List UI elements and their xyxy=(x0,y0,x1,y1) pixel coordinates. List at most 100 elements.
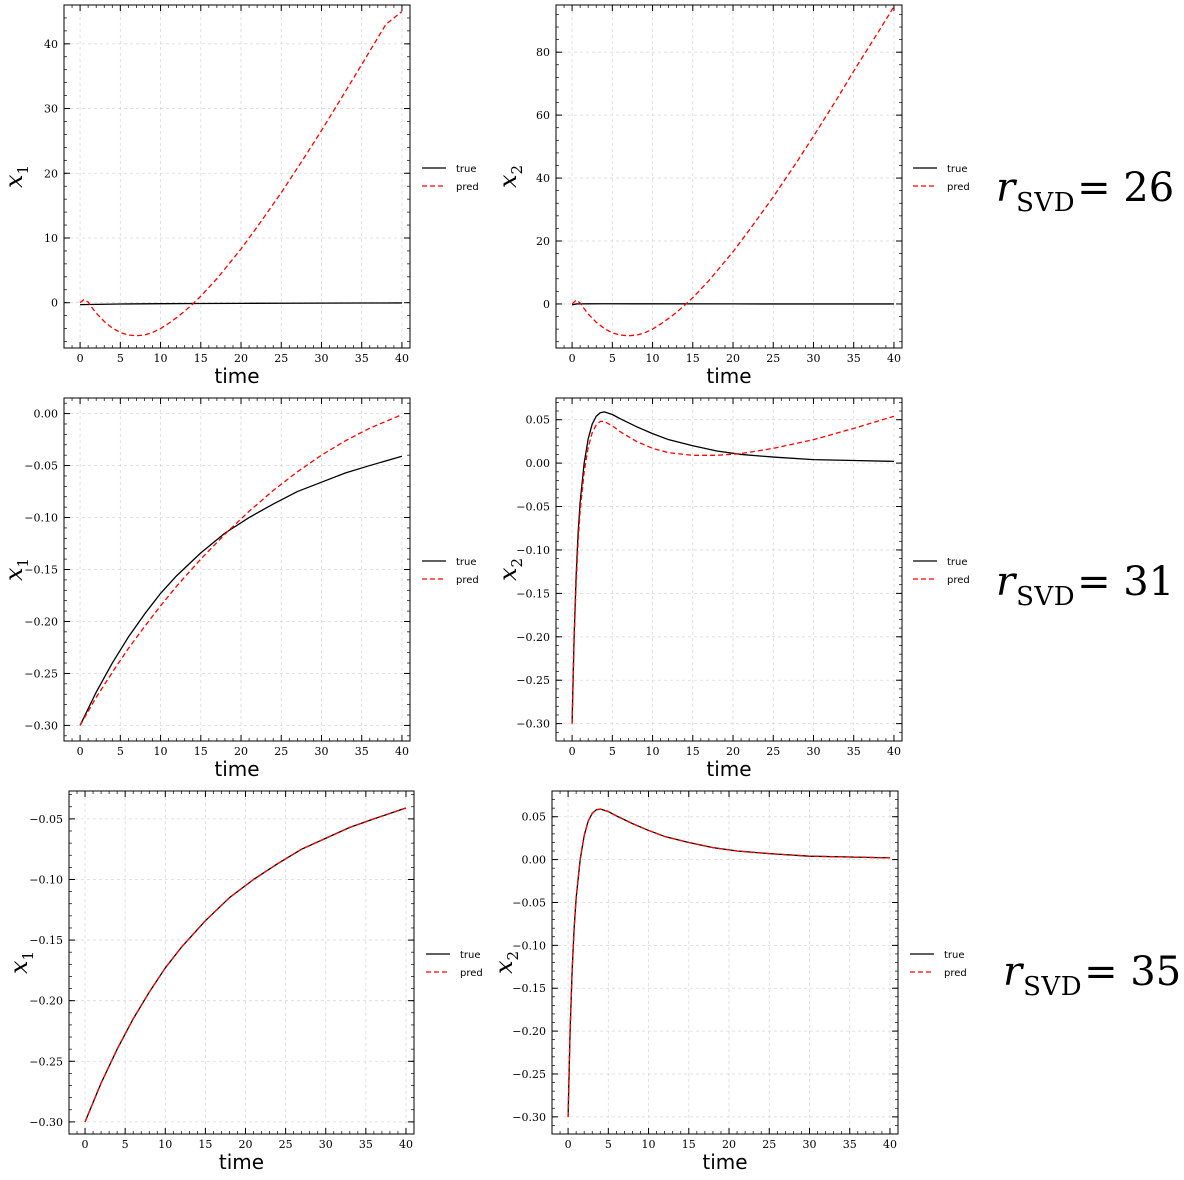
y-tick-label: 40 xyxy=(44,38,58,51)
rsvd-value: 35 xyxy=(1130,949,1182,995)
rsvd-label-row-1: rSVD= 26 xyxy=(996,165,1174,216)
y-axis-label-subscript: 1 xyxy=(14,165,32,175)
plot-frame xyxy=(68,790,415,1135)
rsvd-subscript: SVD xyxy=(1023,972,1083,1002)
x-tick-label: 20 xyxy=(234,352,248,365)
x-tick-label: 0 xyxy=(77,352,84,365)
y-tick-label: −0.25 xyxy=(512,1068,546,1081)
subplot-2: 0 5 10 15 20 25 30 35 40 0 20 40 60 80 time x2 true pred xyxy=(494,4,970,388)
x-tick-label: 35 xyxy=(843,1138,857,1151)
x-tick-label: 25 xyxy=(279,1138,293,1151)
series-pred-line xyxy=(79,414,403,726)
y-tick-label: −0.05 xyxy=(512,896,546,909)
x-tick-label: 30 xyxy=(314,352,328,365)
y-tick-label: −0.05 xyxy=(24,460,58,473)
legend-pred-label: pred xyxy=(456,182,479,193)
y-axis-label: x1 xyxy=(5,951,37,974)
y-axis-label: x2 xyxy=(494,558,526,581)
y-axis-label-symbol: x xyxy=(0,567,28,581)
series-true-line xyxy=(80,302,402,306)
rsvd-symbol: r xyxy=(1003,949,1023,995)
rsvd-equals: = xyxy=(1084,949,1118,995)
legend: true pred xyxy=(426,950,483,979)
x-tick-label: 10 xyxy=(642,1138,656,1151)
rsvd-equals: = xyxy=(1077,559,1111,605)
rsvd-symbol: r xyxy=(996,165,1016,211)
y-axis-label: x2 xyxy=(490,951,522,974)
x-tick-label: 40 xyxy=(395,745,409,758)
x-tick-label: 5 xyxy=(605,1138,612,1151)
x-tick-label: 15 xyxy=(198,1138,212,1151)
series-pred-line xyxy=(571,415,895,724)
rsvd-subscript: SVD xyxy=(1016,188,1076,218)
y-tick-label: −0.30 xyxy=(29,1116,63,1129)
y-tick-label: −0.30 xyxy=(516,718,550,731)
x-axis-label: time xyxy=(706,757,751,781)
y-tick-label: −0.20 xyxy=(516,631,550,644)
x-tick-label: 30 xyxy=(806,352,820,365)
x-tick-label: 5 xyxy=(609,352,616,365)
y-tick-label: −0.05 xyxy=(29,813,63,826)
x-tick-label: 10 xyxy=(154,745,168,758)
y-tick-label: 0.00 xyxy=(34,408,59,421)
x-tick-label: 40 xyxy=(399,1138,413,1151)
x-tick-label: 30 xyxy=(319,1138,333,1151)
legend: true pred xyxy=(422,557,479,586)
x-axis-label: time xyxy=(219,1150,264,1174)
x-tick-label: 10 xyxy=(158,1138,172,1151)
y-tick-label: −0.15 xyxy=(24,564,58,577)
y-tick-label: −0.10 xyxy=(24,512,58,525)
rsvd-label-row-3: rSVD= 35 xyxy=(1003,949,1182,1000)
y-tick-label: −0.05 xyxy=(516,501,550,514)
x-tick-label: 30 xyxy=(314,745,328,758)
y-tick-label: −0.15 xyxy=(29,934,63,947)
series-true-line xyxy=(567,808,890,1117)
x-tick-label: 10 xyxy=(154,352,168,365)
y-tick-label: −0.15 xyxy=(516,587,550,600)
y-tick-label: 20 xyxy=(536,235,550,248)
x-tick-label: 15 xyxy=(194,745,208,758)
x-tick-label: 15 xyxy=(194,352,208,365)
y-tick-label: 0.00 xyxy=(522,854,547,867)
x-axis-label: time xyxy=(706,364,751,388)
x-tick-label: 20 xyxy=(722,1138,736,1151)
y-tick-label: 20 xyxy=(44,167,58,180)
y-axis-label-subscript: 1 xyxy=(14,558,32,568)
plot-frame xyxy=(555,4,903,349)
legend-true-label: true xyxy=(456,557,477,568)
y-tick-label: −0.20 xyxy=(512,1025,546,1038)
legend-pred-label: pred xyxy=(460,968,483,979)
x-tick-label: 30 xyxy=(802,1138,816,1151)
x-tick-label: 40 xyxy=(395,352,409,365)
x-tick-label: 40 xyxy=(887,745,901,758)
y-tick-label: −0.30 xyxy=(24,719,58,732)
y-tick-label: −0.10 xyxy=(29,873,63,886)
subplot-3: 0 5 10 15 20 25 30 35 40 −0.30 −0.25 −0.20 −0.15 −0.1… xyxy=(0,397,479,781)
x-tick-label: 5 xyxy=(117,352,124,365)
y-tick-label: 30 xyxy=(44,103,58,116)
plot-frame xyxy=(63,4,411,349)
x-tick-label: 10 xyxy=(646,745,660,758)
x-tick-label: 25 xyxy=(766,352,780,365)
legend-pred-label: pred xyxy=(944,968,967,979)
x-tick-label: 35 xyxy=(847,745,861,758)
series-true-line xyxy=(79,455,403,726)
x-tick-label: 15 xyxy=(686,745,700,758)
y-tick-label: −0.15 xyxy=(512,982,546,995)
y-axis-label-symbol: x xyxy=(494,174,522,188)
y-tick-label: −0.10 xyxy=(516,544,550,557)
x-tick-label: 35 xyxy=(359,1138,373,1151)
rsvd-label-row-2: rSVD= 31 xyxy=(996,559,1175,610)
x-tick-label: 0 xyxy=(569,745,576,758)
y-tick-label: 80 xyxy=(536,46,550,59)
x-tick-label: 40 xyxy=(883,1138,897,1151)
y-tick-label: 40 xyxy=(536,172,550,185)
rsvd-value: 31 xyxy=(1123,559,1175,605)
legend-pred-label: pred xyxy=(947,575,970,586)
legend: true pred xyxy=(913,557,970,586)
y-tick-label: 0 xyxy=(543,298,550,311)
x-tick-label: 20 xyxy=(234,745,248,758)
y-tick-label: 0.00 xyxy=(526,457,551,470)
x-tick-label: 25 xyxy=(274,352,288,365)
